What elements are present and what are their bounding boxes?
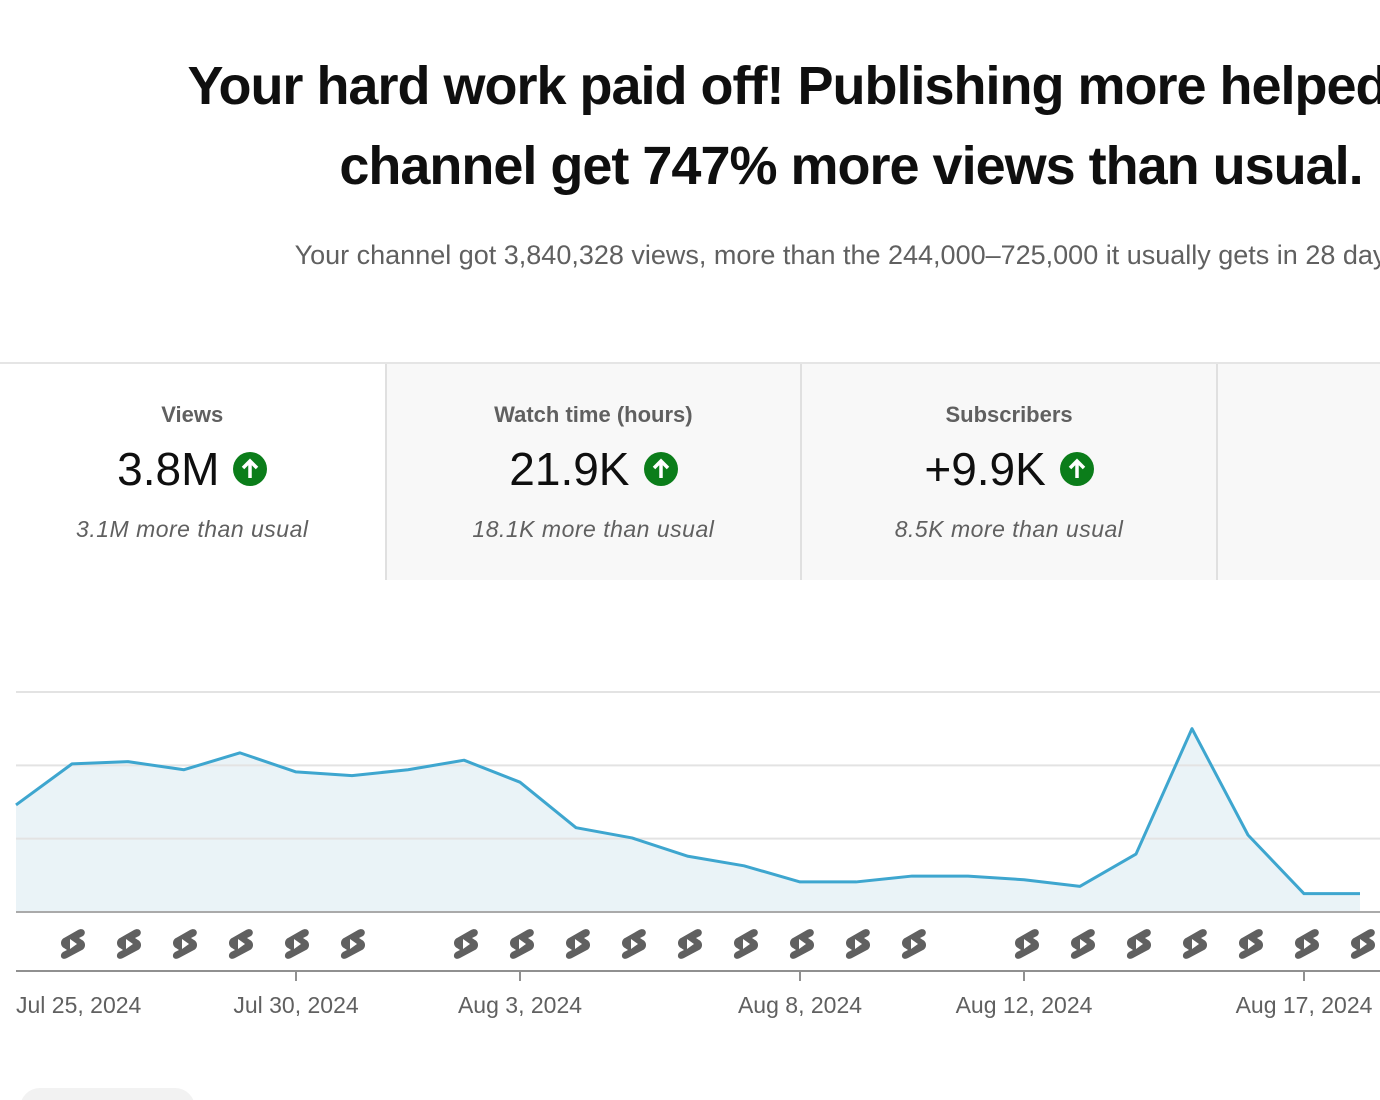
x-tick-label: Aug 8, 2024 [738,992,862,1018]
x-tick-label: Aug 12, 2024 [956,992,1093,1018]
x-tick-label: Aug 3, 2024 [458,992,582,1018]
upload-markers [60,929,1375,959]
metric-comparison: 8.5K more than usual [894,516,1124,542]
metric-value: 21.9K [509,443,630,495]
metric-card[interactable]: Subscribers +9.9K 8.5K more than usual [802,364,1218,580]
headline: Your hard work paid off! Publishing more… [187,56,1380,196]
metric-cards: Views 3.8M 3.1M more than usual Watch ti… [0,362,1380,582]
subtitle: Your channel got 3,840,328 views, more t… [294,240,1380,270]
metric-value: +9.9K [924,443,1046,495]
x-tick-label: Jul 30, 2024 [233,992,359,1018]
area [16,728,1360,912]
filter-chip[interactable] [20,1088,195,1100]
metric-card[interactable] [1217,364,1380,580]
line [15,727,1360,896]
metric-value: 3.8M [117,443,220,495]
metric-label: Subscribers [945,402,1073,427]
metric-card[interactable]: Watch time (hours) 21.9K 18.1K more than… [386,364,803,580]
metric-value-row: 3.8M [0,442,385,496]
metric-comparison: 18.1K more than usual [472,516,715,542]
metric-label: Views [161,402,224,427]
metric-card[interactable]: Views 3.8M 3.1M more than usual [0,364,387,580]
metric-comparison: 3.1M more than usual [76,516,309,542]
metric-label: Watch time (hours) [494,402,693,427]
up-icon [1059,452,1094,486]
metric-value-row: 21.9K [387,442,801,496]
x-tick-label: Jul 25, 2024 [16,992,142,1018]
up-icon [643,452,678,486]
metric-value-row: +9.9K [802,442,1216,496]
up-icon [233,452,268,486]
x-tick-label: Aug 17, 2024 [1236,992,1373,1018]
